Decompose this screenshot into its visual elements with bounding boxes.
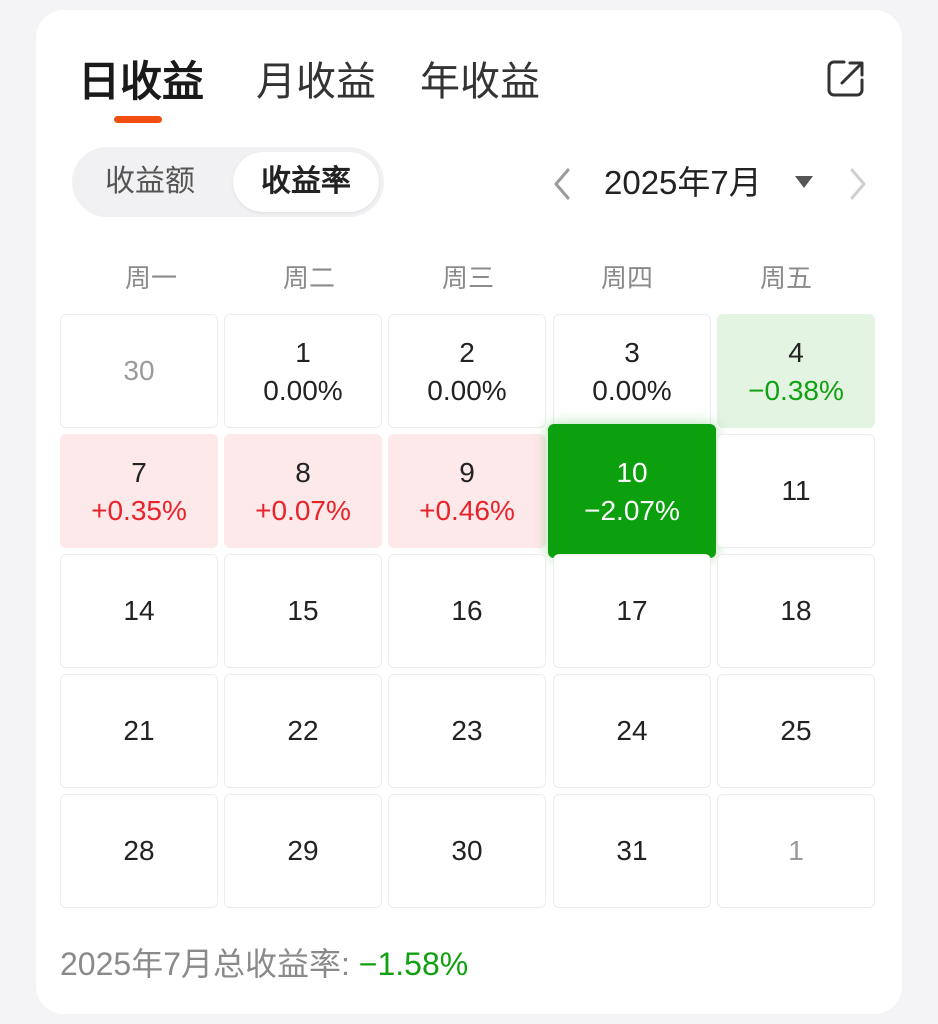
day-rate: +0.07% — [255, 495, 351, 526]
caret-down-icon[interactable] — [794, 175, 814, 189]
day-number: 10 — [616, 457, 648, 488]
day-number: 11 — [781, 475, 811, 506]
chevron-right-icon[interactable] — [844, 164, 872, 204]
segment-rate[interactable]: 收益率 — [233, 152, 379, 212]
day-number: 22 — [287, 715, 319, 746]
calendar-day-cell[interactable]: 18 — [717, 554, 875, 668]
day-number: 21 — [123, 715, 155, 746]
calendar-day-cell[interactable]: 28 — [60, 794, 218, 908]
calendar-day-cell[interactable]: 14 — [60, 554, 218, 668]
day-rate: −0.38% — [748, 375, 844, 406]
day-number: 29 — [287, 835, 319, 866]
calendar-day-cell[interactable]: 1 0.00% — [224, 314, 382, 428]
weekday-tue: 周二 — [282, 263, 335, 293]
day-number: 7 — [131, 457, 147, 488]
weekday-thu: 周四 — [600, 263, 653, 293]
day-number: 31 — [616, 835, 648, 866]
day-rate: 0.00% — [427, 375, 507, 406]
day-number: 30 — [451, 835, 483, 866]
calendar-day-cell[interactable]: 3 0.00% — [553, 314, 711, 428]
day-number: 9 — [459, 457, 475, 488]
monthly-summary: 2025年7月总收益率: −1.58% — [60, 942, 468, 986]
day-rate: −2.07% — [584, 495, 680, 526]
calendar-day-cell[interactable]: 4 −0.38% — [717, 314, 875, 428]
chevron-left-icon[interactable] — [548, 164, 576, 204]
value-type-toggle: 收益额 收益率 — [72, 147, 384, 217]
day-number: 16 — [451, 595, 483, 626]
calendar-day-cell[interactable]: 8 +0.07% — [224, 434, 382, 548]
calendar-day-cell[interactable]: 1 — [717, 794, 875, 908]
day-number: 30 — [123, 355, 155, 386]
calendar-day-cell[interactable]: 21 — [60, 674, 218, 788]
calendar-day-cell[interactable]: 2 0.00% — [388, 314, 546, 428]
calendar-day-cell[interactable]: 10 −2.07% — [548, 424, 716, 558]
day-rate: +0.46% — [419, 495, 515, 526]
day-number: 8 — [295, 457, 311, 488]
tab-daily[interactable]: 日收益 — [78, 58, 205, 105]
calendar-day-cell[interactable]: 15 — [224, 554, 382, 668]
active-tab-indicator — [114, 116, 162, 123]
earnings-card: 日收益 月收益 年收益 收益额 收益率 2025年7月 周一 周二 周三 周四 … — [36, 10, 902, 1014]
calendar-day-cell[interactable]: 7 +0.35% — [60, 434, 218, 548]
day-number: 24 — [616, 715, 648, 746]
calendar-day-cell[interactable]: 11 — [717, 434, 875, 548]
day-number: 15 — [287, 595, 319, 626]
month-label[interactable]: 2025年7月 — [604, 164, 762, 201]
share-icon[interactable] — [824, 56, 868, 100]
calendar-day-cell[interactable]: 16 — [388, 554, 546, 668]
day-rate: +0.35% — [91, 495, 187, 526]
day-number: 4 — [788, 337, 804, 368]
calendar-day-cell[interactable]: 9 +0.46% — [388, 434, 546, 548]
calendar-day-cell[interactable]: 31 — [553, 794, 711, 908]
day-rate: 0.00% — [263, 375, 343, 406]
day-number: 18 — [780, 595, 812, 626]
day-number: 23 — [451, 715, 483, 746]
day-number: 17 — [616, 595, 648, 626]
day-rate: 0.00% — [592, 375, 672, 406]
weekday-mon: 周一 — [124, 263, 177, 293]
day-number: 2 — [459, 337, 475, 368]
summary-label: 2025年7月总收益率: — [60, 946, 359, 982]
calendar-day-cell[interactable]: 22 — [224, 674, 382, 788]
summary-value: −1.58% — [358, 946, 469, 982]
day-number: 1 — [295, 337, 311, 368]
calendar-day-cell[interactable]: 17 — [553, 554, 711, 668]
calendar-day-cell[interactable]: 23 — [388, 674, 546, 788]
tab-monthly[interactable]: 月收益 — [256, 60, 376, 104]
tab-yearly[interactable]: 年收益 — [420, 60, 540, 104]
calendar-day-cell[interactable]: 29 — [224, 794, 382, 908]
day-number: 1 — [788, 835, 804, 866]
day-number: 28 — [123, 835, 155, 866]
calendar-day-cell[interactable]: 30 — [388, 794, 546, 908]
day-number: 3 — [624, 337, 640, 368]
calendar-day-cell[interactable]: 25 — [717, 674, 875, 788]
calendar-day-cell[interactable]: 30 — [60, 314, 218, 428]
weekday-fri: 周五 — [759, 263, 812, 293]
day-number: 25 — [780, 715, 812, 746]
weekday-wed: 周三 — [441, 263, 494, 293]
calendar-day-cell[interactable]: 24 — [553, 674, 711, 788]
day-number: 14 — [123, 595, 155, 626]
segment-amount[interactable]: 收益额 — [105, 165, 195, 198]
